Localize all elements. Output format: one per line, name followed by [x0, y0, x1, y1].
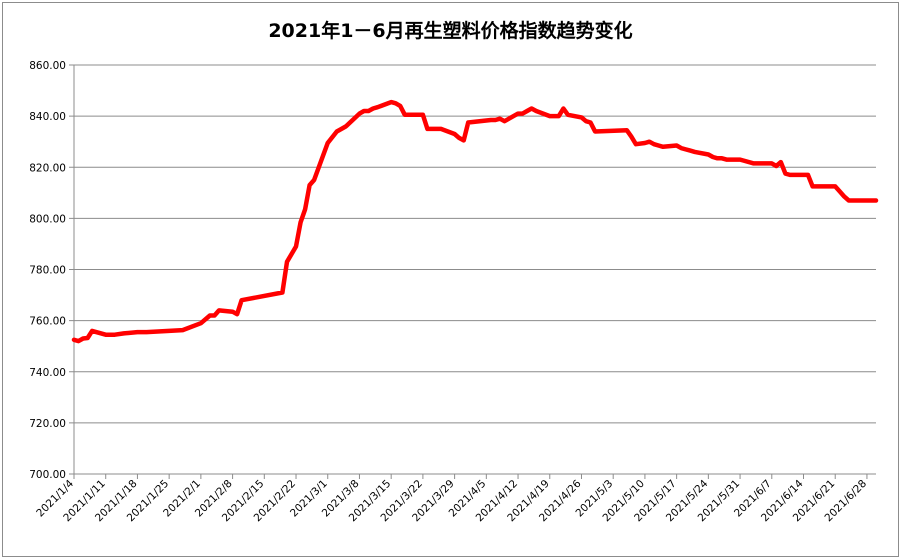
series-line	[71, 99, 879, 344]
y-tick-label: 700.00	[29, 469, 66, 481]
chart-title: 2021年1－6月再生塑料价格指数趋势变化	[268, 20, 633, 42]
y-tick-label: 740.00	[29, 367, 66, 379]
axes	[73, 65, 876, 475]
y-tick-label: 800.00	[29, 213, 66, 225]
series-group	[71, 99, 879, 344]
y-tick-label: 720.00	[29, 418, 66, 430]
y-tick-label: 760.00	[29, 316, 66, 328]
x-axis-tick-labels: 2021/1/42021/1/112021/1/182021/1/252021/…	[34, 474, 869, 524]
y-tick-label: 780.00	[29, 265, 66, 277]
gridlines	[69, 64, 876, 475]
y-tick-label: 840.00	[29, 111, 66, 123]
y-tick-label: 860.00	[29, 60, 66, 72]
y-axis-tick-labels: 700.00 720.00 740.00 760.00 780.00 800.00 820.…	[29, 60, 66, 481]
y-tick-label: 820.00	[29, 162, 66, 174]
